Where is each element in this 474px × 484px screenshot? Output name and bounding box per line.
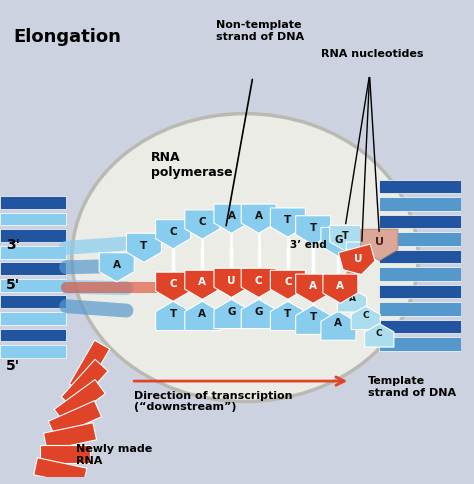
Text: C: C <box>362 312 369 320</box>
Polygon shape <box>351 306 380 330</box>
Polygon shape <box>241 300 276 329</box>
Text: C: C <box>376 329 383 338</box>
Polygon shape <box>270 302 305 331</box>
Bar <box>379 180 461 194</box>
Bar <box>0 345 66 358</box>
Text: 3’ end: 3’ end <box>290 240 327 250</box>
Text: 3': 3' <box>6 238 20 252</box>
Bar <box>379 267 461 281</box>
Bar <box>0 279 66 291</box>
Text: Non-template
strand of DNA: Non-template strand of DNA <box>216 20 304 42</box>
Polygon shape <box>330 226 361 251</box>
Text: C: C <box>284 277 292 287</box>
Polygon shape <box>296 216 331 245</box>
Polygon shape <box>241 268 276 298</box>
Text: C: C <box>255 275 263 286</box>
Text: RNA
polymerase: RNA polymerase <box>151 151 232 179</box>
Text: A: A <box>337 281 345 291</box>
Text: U: U <box>375 238 384 247</box>
Polygon shape <box>321 227 356 257</box>
Text: T: T <box>140 241 147 251</box>
Polygon shape <box>365 324 394 347</box>
Text: T: T <box>310 313 317 322</box>
Bar <box>379 250 461 263</box>
Text: A: A <box>198 309 206 318</box>
Text: C: C <box>169 279 177 289</box>
Bar <box>0 312 66 325</box>
Text: A: A <box>113 260 121 270</box>
Polygon shape <box>214 204 249 233</box>
Bar <box>379 320 461 333</box>
Bar <box>379 285 461 299</box>
Text: Newly made
RNA: Newly made RNA <box>76 444 152 466</box>
Bar <box>379 337 461 351</box>
Text: U: U <box>354 254 362 264</box>
Bar <box>379 302 461 316</box>
Polygon shape <box>214 268 249 298</box>
Polygon shape <box>69 340 109 393</box>
Polygon shape <box>61 359 108 408</box>
Bar <box>0 329 66 341</box>
Text: A: A <box>198 277 206 287</box>
Text: Template
strand of DNA: Template strand of DNA <box>368 376 456 398</box>
Bar <box>0 197 66 209</box>
Polygon shape <box>185 302 220 331</box>
Bar <box>0 262 66 275</box>
Polygon shape <box>185 210 220 239</box>
Polygon shape <box>270 270 305 300</box>
Text: U: U <box>227 275 236 286</box>
Text: T: T <box>310 223 317 233</box>
Text: G: G <box>358 248 366 257</box>
Polygon shape <box>40 445 91 463</box>
Polygon shape <box>323 274 358 303</box>
Polygon shape <box>270 208 305 237</box>
Text: C: C <box>169 227 177 237</box>
Text: A: A <box>255 212 263 221</box>
Polygon shape <box>44 423 97 450</box>
Bar <box>0 246 66 258</box>
Polygon shape <box>155 220 191 249</box>
Polygon shape <box>34 458 87 484</box>
Polygon shape <box>346 242 377 267</box>
Text: G: G <box>334 235 343 245</box>
Text: G: G <box>255 307 263 317</box>
Polygon shape <box>321 311 356 340</box>
Polygon shape <box>155 272 191 302</box>
Bar <box>0 229 66 242</box>
Text: G: G <box>227 307 236 317</box>
Bar <box>0 296 66 308</box>
Text: T: T <box>342 231 348 241</box>
Text: RNA nucleotides: RNA nucleotides <box>321 49 423 60</box>
Polygon shape <box>338 244 375 274</box>
Polygon shape <box>241 204 276 233</box>
Polygon shape <box>48 401 101 437</box>
Polygon shape <box>337 288 367 312</box>
Text: Direction of transcription
(“downstream”): Direction of transcription (“downstream”… <box>134 391 293 412</box>
Text: A: A <box>309 281 317 291</box>
Polygon shape <box>155 302 191 331</box>
Text: T: T <box>170 309 177 318</box>
Text: 5': 5' <box>6 360 20 374</box>
Text: T: T <box>284 309 292 318</box>
Polygon shape <box>361 229 398 260</box>
Polygon shape <box>296 305 331 334</box>
Text: A: A <box>228 212 236 221</box>
Text: C: C <box>199 217 206 227</box>
Text: A: A <box>335 318 342 328</box>
Polygon shape <box>296 274 331 303</box>
Text: T: T <box>284 215 292 225</box>
Bar <box>0 213 66 226</box>
Bar <box>379 232 461 246</box>
Bar <box>379 197 461 211</box>
Polygon shape <box>214 300 249 329</box>
Bar <box>379 215 461 228</box>
Ellipse shape <box>72 114 418 402</box>
Text: 5': 5' <box>6 278 20 292</box>
Polygon shape <box>99 253 134 282</box>
Text: A: A <box>348 294 356 303</box>
Polygon shape <box>54 379 105 424</box>
Polygon shape <box>185 270 220 300</box>
Polygon shape <box>127 233 162 262</box>
Text: Elongation: Elongation <box>14 28 121 46</box>
